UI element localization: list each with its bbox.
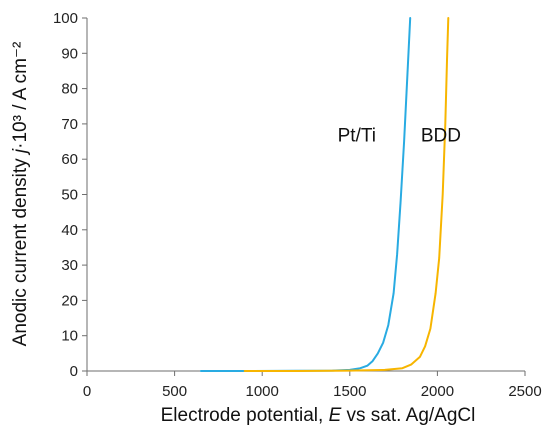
y-tick-label: 60 xyxy=(61,151,78,168)
x-tick-label: 2500 xyxy=(508,383,541,400)
y-tick-label: 10 xyxy=(61,328,78,345)
series-label-pt-ti: Pt/Ti xyxy=(338,125,376,146)
series-label-bdd: BDD xyxy=(421,125,461,146)
y-tick-label: 40 xyxy=(61,222,78,239)
y-axis-title: Anodic current density j·10³ / A cm⁻² xyxy=(10,42,31,347)
y-tick-label: 50 xyxy=(61,187,78,204)
x-tick-label: 1500 xyxy=(333,383,366,400)
x-axis-title: Electrode potential, E vs sat. Ag/AgCl xyxy=(161,405,476,426)
y-tick-label: 100 xyxy=(53,10,78,27)
y-tick-label: 20 xyxy=(61,292,78,309)
x-tick-label: 1000 xyxy=(246,383,279,400)
x-tick-label: 2000 xyxy=(421,383,454,400)
y-tick-label: 70 xyxy=(61,116,78,133)
series-line-pt-ti xyxy=(199,17,412,372)
y-tick-label: 90 xyxy=(61,45,78,62)
series-line-bdd xyxy=(243,17,450,372)
x-tick-label: 0 xyxy=(83,383,91,400)
x-tick-label: 500 xyxy=(162,383,187,400)
y-tick-label: 30 xyxy=(61,257,78,274)
y-tick-label: 0 xyxy=(70,363,78,380)
y-tick-label: 80 xyxy=(61,81,78,98)
